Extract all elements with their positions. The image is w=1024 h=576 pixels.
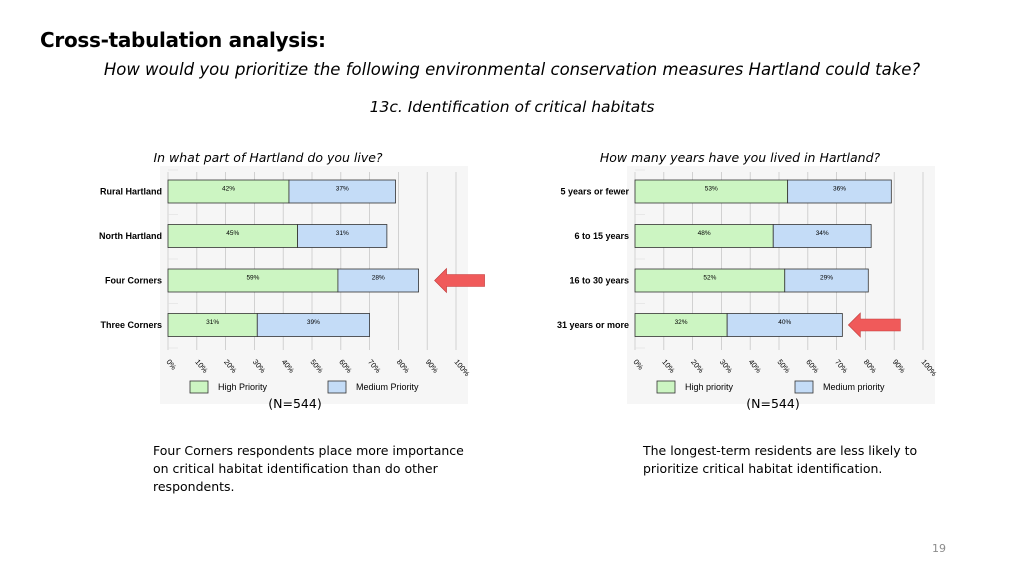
bar-value-label: 34% [816, 230, 829, 237]
bar-value-label: 37% [336, 186, 349, 193]
legend-label: Medium Priority [356, 382, 419, 392]
bar-segment [337, 268, 419, 293]
legend-label: High Priority [218, 382, 268, 392]
bar-value-label: 59% [246, 275, 259, 282]
category-label: Four Corners [105, 276, 162, 286]
category-label: Three Corners [100, 320, 162, 330]
slide-title: Cross-tabulation analysis: [40, 28, 326, 52]
bar-value-label: 53% [705, 186, 718, 193]
bar-value-label: 36% [833, 186, 846, 193]
chart-svg: How many years have you lived in Hartlan… [557, 150, 939, 411]
chart-title: How many years have you lived in Hartlan… [600, 150, 881, 165]
category-label: 5 years or fewer [560, 187, 629, 197]
bar-value-label: 48% [698, 230, 711, 237]
bar-segment [784, 268, 869, 293]
chart-years-in-hartland: How many years have you lived in Hartlan… [535, 140, 939, 411]
highlight-arrow [847, 312, 901, 338]
note-years-in-hartland: The longest-term residents are less like… [643, 443, 918, 476]
category-label: Rural Hartland [100, 187, 162, 197]
category-label: 6 to 15 years [574, 231, 629, 241]
highlight-arrow [434, 267, 485, 294]
legend-swatch [189, 380, 209, 394]
bar-value-label: 52% [703, 275, 716, 282]
page-number: 19 [932, 542, 946, 555]
bar-value-label: 39% [307, 319, 320, 326]
sample-size-label: (N=544) [268, 396, 321, 411]
survey-question: How would you prioritize the following e… [0, 60, 1024, 79]
chart-title: In what part of Hartland do you live? [153, 150, 382, 165]
legend-swatch [794, 380, 814, 394]
survey-question-text: How would you prioritize the following e… [103, 60, 921, 79]
category-label: North Hartland [99, 231, 162, 241]
bar-segment [726, 313, 843, 337]
question-subheading: 13c. Identification of critical habitats [369, 98, 655, 116]
bar-segment [288, 179, 396, 204]
legend-swatch [656, 380, 676, 394]
bar-value-label: 32% [675, 319, 688, 326]
bar-segment [787, 179, 892, 204]
bar-segment [256, 313, 370, 337]
bar-segment [772, 224, 872, 248]
bar-value-label: 31% [206, 319, 219, 326]
legend-label: Medium priority [823, 382, 885, 392]
bar-segment [297, 224, 388, 248]
bar-value-label: 29% [820, 275, 833, 282]
note-area-of-hartland: Four Corners respondents place more impo… [153, 443, 464, 494]
bar-value-label: 31% [336, 230, 349, 237]
chart-area-of-hartland: In what part of Hartland do you live? Rur… [70, 140, 485, 411]
legend-label: High priority [685, 382, 734, 392]
bar-value-label: 42% [222, 186, 235, 193]
sample-size-label: (N=544) [746, 396, 799, 411]
bar-value-label: 40% [778, 319, 791, 326]
category-label: 16 to 30 years [569, 276, 629, 286]
legend-swatch [327, 380, 347, 394]
bar-value-label: 45% [226, 230, 239, 237]
chart-svg: In what part of Hartland do you live? Rur… [99, 150, 485, 411]
bar-value-label: 28% [372, 275, 385, 282]
category-label: 31 years or more [557, 320, 629, 330]
